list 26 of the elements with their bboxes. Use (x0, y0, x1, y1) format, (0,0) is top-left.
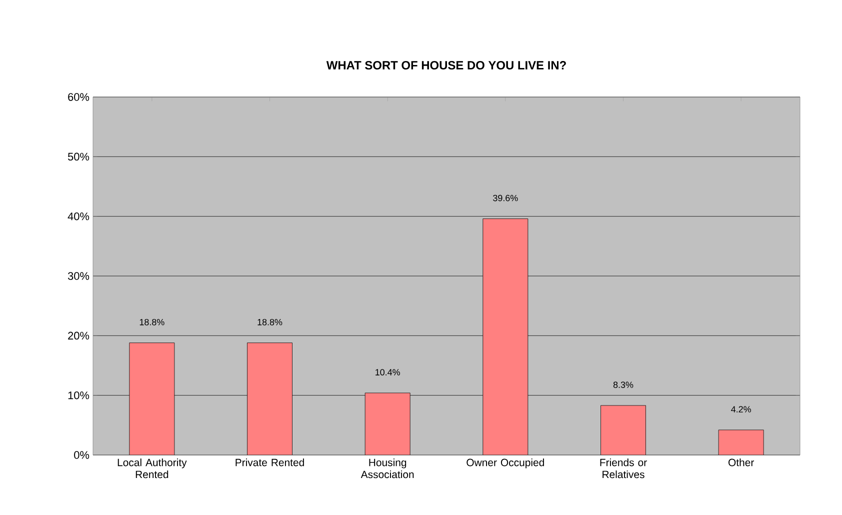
x-tick-label: Other (728, 458, 754, 466)
bar (364, 392, 410, 455)
data-label: 18.8% (140, 318, 164, 326)
y-tick-label: 60% (68, 93, 90, 101)
x-tick-label: Friends or Relatives (600, 458, 647, 478)
y-tick-label: 30% (68, 272, 90, 280)
x-tick-label: Local Authority Rented (118, 458, 187, 478)
bar (129, 342, 175, 455)
bar (247, 342, 292, 455)
bar (600, 405, 646, 455)
x-tick-label: Private Rented (236, 458, 304, 466)
chart-title: WHAT SORT OF HOUSE DO YOU LIVE IN? (326, 61, 566, 70)
data-label: 4.2% (731, 406, 751, 412)
bar (718, 430, 764, 455)
x-tick-label: Housing Association (360, 458, 414, 478)
data-label: 8.3% (613, 382, 634, 388)
data-label: 18.8% (258, 318, 282, 326)
y-tick-label: 0% (74, 451, 90, 459)
data-label: 39.6% (493, 194, 518, 202)
y-tick-label: 10% (68, 391, 90, 400)
y-tick-label: 20% (68, 332, 90, 340)
bar (482, 218, 528, 455)
y-tick-label: 40% (68, 212, 90, 220)
y-tick-label: 50% (68, 152, 90, 161)
data-label: 10.4% (376, 369, 400, 376)
x-tick-label: Owner Occupied (466, 458, 544, 468)
